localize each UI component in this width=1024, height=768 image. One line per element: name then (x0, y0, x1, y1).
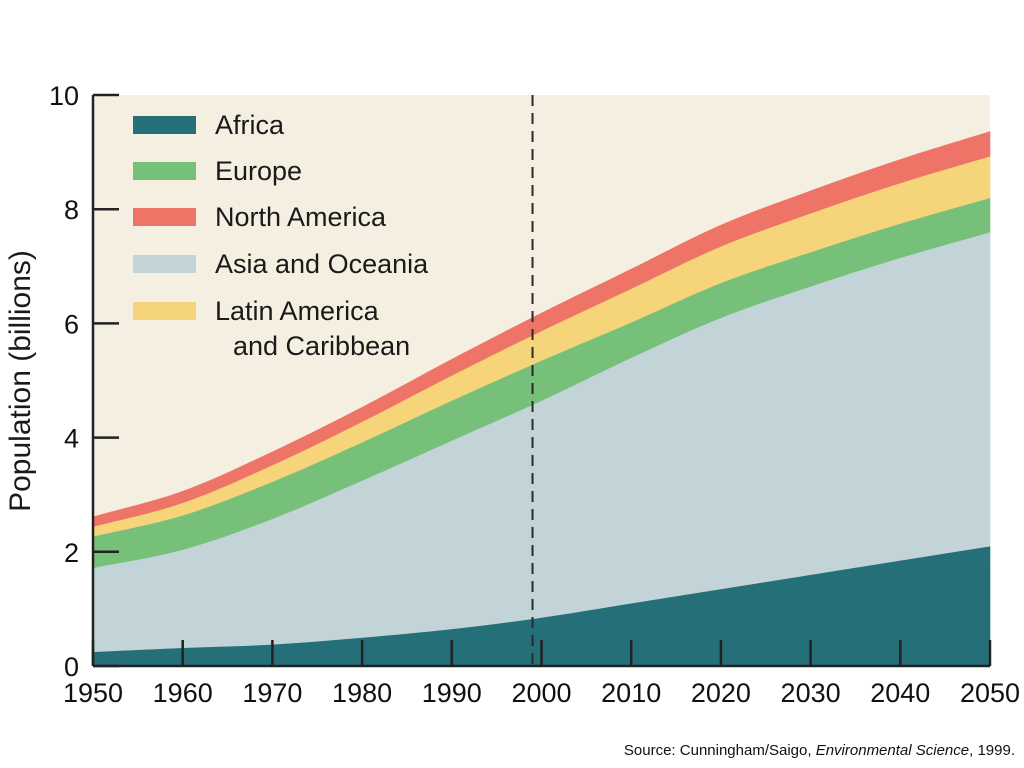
y-tick-label: 10 (49, 81, 79, 111)
legend-item-north-america: North America (133, 202, 387, 232)
y-tick-label: 0 (64, 652, 79, 682)
x-tick-label: 2010 (601, 678, 661, 708)
source-suffix: , 1999. (969, 742, 1015, 759)
legend-swatch (133, 162, 196, 180)
area-series-layer (92, 131, 991, 667)
x-tick-label: 2030 (781, 678, 841, 708)
x-tick-label: 2040 (870, 678, 930, 708)
legend-swatch (133, 116, 196, 134)
y-tick-label: 2 (64, 538, 79, 568)
legend-label: and Caribbean (233, 331, 410, 361)
x-tick-label: 2020 (691, 678, 751, 708)
legend: Africa Europe North America Asia and Oceani… (133, 110, 429, 361)
y-tick-label: 4 (64, 424, 79, 454)
axes: 1950 1960 1970 1980 1990 2000 2010 2020 2030 2040… (49, 81, 1020, 708)
legend-label: Europe (215, 156, 302, 186)
area-north-america (92, 131, 991, 528)
x-tick-label: 2000 (511, 678, 571, 708)
legend-swatch (133, 302, 196, 320)
legend-item-latin-america-and-caribbean: Latin America and Caribbean (133, 296, 410, 361)
legend-label: Latin America (215, 296, 380, 326)
x-tick-label: 1950 (63, 678, 123, 708)
x-tick-label: 1960 (153, 678, 213, 708)
legend-swatch (133, 208, 196, 226)
legend-item-asia-and-oceania: Asia and Oceania (133, 249, 429, 279)
x-tick-label: 1990 (422, 678, 482, 708)
legend-label: Africa (215, 110, 285, 140)
legend-item-africa: Africa (133, 110, 285, 140)
legend-item-europe: Europe (133, 156, 302, 186)
x-tick-label: 1980 (332, 678, 392, 708)
legend-swatch (133, 255, 196, 273)
x-tick-label: 2050 (960, 678, 1020, 708)
source-book-title: Environmental Science (815, 742, 970, 759)
legend-label: North America (215, 202, 387, 232)
source-prefix: Source: Cunningham/Saigo, (623, 742, 816, 759)
y-axis-title: Population (billions) (4, 250, 37, 512)
y-tick-label: 8 (64, 195, 79, 225)
legend-label: Asia and Oceania (215, 249, 429, 279)
source-caption: Source: Cunningham/Saigo, Environmental … (624, 742, 1015, 759)
x-tick-label: 1970 (242, 678, 302, 708)
y-tick-label: 6 (64, 309, 79, 339)
